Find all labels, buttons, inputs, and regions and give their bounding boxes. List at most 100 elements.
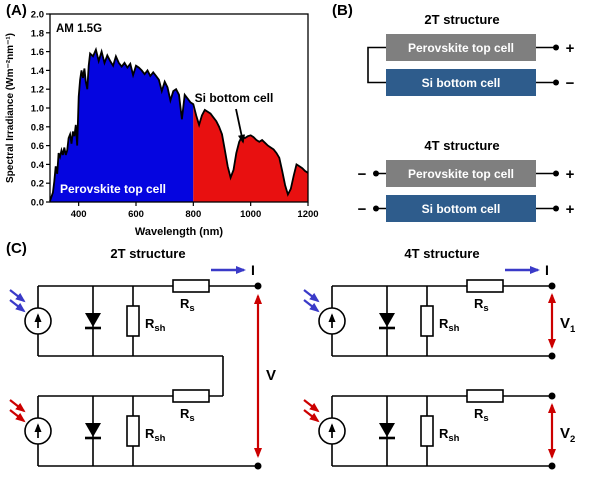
shunt-resistor-label: Rsh — [439, 426, 460, 444]
am15g-annotation: AM 1.5G — [56, 23, 102, 35]
svg-text:800: 800 — [185, 209, 201, 220]
circuit-2t-title: 2T structure — [110, 246, 185, 261]
structure-4t-wires — [376, 172, 556, 210]
svg-text:1200: 1200 — [297, 209, 318, 220]
series-resistor-icon — [466, 279, 504, 293]
structure-2t-wires — [367, 46, 556, 84]
panel-c-label: (C) — [6, 240, 27, 257]
shunt-resistor-label: Rsh — [145, 316, 166, 334]
diode-icon — [85, 423, 101, 440]
perovskite-cell-box — [386, 34, 536, 61]
terminal-dot — [548, 352, 556, 360]
minus-terminal-label: − — [358, 201, 367, 218]
shunt-resistor-icon — [420, 415, 434, 447]
terminal-dot — [553, 205, 559, 212]
si-cell-label: Si bottom cell — [422, 76, 501, 90]
light-arrows-red-icon — [303, 399, 320, 423]
panel-c: (C) 2T structure — [0, 240, 600, 492]
perovskite-cell-label: Perovskite top cell — [408, 167, 514, 181]
series-resistor-label: Rs — [474, 406, 489, 424]
shunt-resistor-label: Rsh — [439, 316, 460, 334]
si-cell-box — [386, 195, 536, 222]
diode-icon — [85, 313, 101, 330]
shunt-resistor-icon — [126, 415, 140, 447]
svg-text:0.2: 0.2 — [31, 179, 44, 190]
light-arrows-blue-icon — [303, 289, 320, 313]
current-source-icon — [318, 307, 346, 335]
terminal-dot — [373, 205, 379, 212]
terminal-dot — [553, 170, 559, 177]
voltage-label: V — [266, 367, 276, 384]
svg-text:0.6: 0.6 — [31, 141, 44, 152]
terminal-dot — [254, 282, 262, 290]
svg-text:1.0: 1.0 — [31, 104, 44, 115]
panel-a-label: (A) — [6, 2, 27, 19]
y-axis-label: Spectral Irradiance (Wm⁻²nm⁻¹) — [5, 33, 16, 183]
svg-text:1.8: 1.8 — [31, 28, 44, 39]
perovskite-region-label: Perovskite top cell — [60, 182, 166, 196]
plus-terminal-label: + — [566, 40, 575, 57]
circuit-4t: 4T structure Rsh Rsh Rs — [303, 246, 576, 470]
series-resistor-icon — [466, 389, 504, 403]
circuit-4t-title: 4T structure — [404, 246, 479, 261]
structure-2t: 2T structure Perovskite top cell Si bott… — [367, 12, 575, 96]
series-resistor-label: Rs — [474, 296, 489, 314]
shunt-resistor-icon — [126, 305, 140, 337]
svg-text:600: 600 — [128, 209, 144, 220]
shunt-resistor-icon — [420, 305, 434, 337]
shunt-resistor-label: Rsh — [145, 426, 166, 444]
terminal-dot — [548, 392, 556, 400]
light-arrows-red-icon — [9, 399, 26, 423]
svg-text:1.4: 1.4 — [31, 66, 45, 77]
si-cell-label: Si bottom cell — [422, 202, 501, 216]
si-cell-box — [386, 69, 536, 96]
perovskite-cell-box — [386, 160, 536, 187]
perovskite-cell-label: Perovskite top cell — [408, 41, 514, 55]
series-resistor-icon — [172, 279, 210, 293]
spectrum-plot-layer: 400 600 800 1000 1200 0.0 0.2 0.4 0.6 0.8 1.0 1.2 1.… — [31, 10, 319, 221]
si-annotation-arrow-icon — [235, 108, 246, 144]
structure-2t-title: 2T structure — [424, 12, 499, 27]
current-label: I — [251, 262, 255, 278]
plus-terminal-label: + — [566, 166, 575, 183]
structure-diagrams: 2T structure Perovskite top cell Si bott… — [358, 12, 575, 222]
spectrum-chart: 400 600 800 1000 1200 0.0 0.2 0.4 0.6 0.8 1.0 1.2 1.… — [5, 10, 319, 239]
terminal-dot — [254, 462, 262, 470]
minus-terminal-label: − — [566, 75, 575, 92]
svg-text:400: 400 — [71, 209, 87, 220]
circuit-2t: 2T structure Rsh R — [9, 246, 276, 470]
plus-terminal-label: + — [566, 201, 575, 218]
svg-text:0.4: 0.4 — [31, 160, 45, 171]
minus-terminal-label: − — [358, 166, 367, 183]
svg-text:1000: 1000 — [240, 209, 261, 220]
terminal-dot — [373, 170, 379, 177]
series-resistor-label: Rs — [180, 296, 195, 314]
svg-text:0.0: 0.0 — [31, 198, 44, 209]
panel-b-label: (B) — [332, 2, 353, 19]
terminal-dot — [548, 282, 556, 290]
diode-icon — [379, 313, 395, 330]
structure-4t-title: 4T structure — [424, 138, 499, 153]
current-source-icon — [318, 417, 346, 445]
current-source-icon — [24, 307, 52, 335]
series-resistor-label: Rs — [180, 406, 195, 424]
structure-4t: 4T structure Perovskite top cell Si bott… — [358, 138, 575, 222]
svg-text:1.6: 1.6 — [31, 47, 44, 58]
series-resistor-icon — [172, 389, 210, 403]
panel-a: (A) 400 600 800 1000 1200 0.0 0.2 0.4 0.6 0.8 1.0 1… — [0, 0, 330, 240]
panel-b: (B) 2T structure Perovskite top cell Si … — [330, 0, 600, 240]
svg-text:2.0: 2.0 — [31, 10, 44, 21]
terminal-dot — [553, 79, 559, 86]
terminal-dot — [553, 44, 559, 51]
x-axis-label: Wavelength (nm) — [135, 226, 224, 238]
current-source-icon — [24, 417, 52, 445]
voltage1-label: V1 — [560, 315, 576, 335]
diode-icon — [379, 423, 395, 440]
light-arrows-blue-icon — [9, 289, 26, 313]
current-label: I — [545, 262, 549, 278]
svg-text:0.8: 0.8 — [31, 122, 44, 133]
svg-text:1.2: 1.2 — [31, 85, 44, 96]
voltage2-label: V2 — [560, 425, 575, 445]
si-region-label: Si bottom cell — [195, 91, 274, 105]
